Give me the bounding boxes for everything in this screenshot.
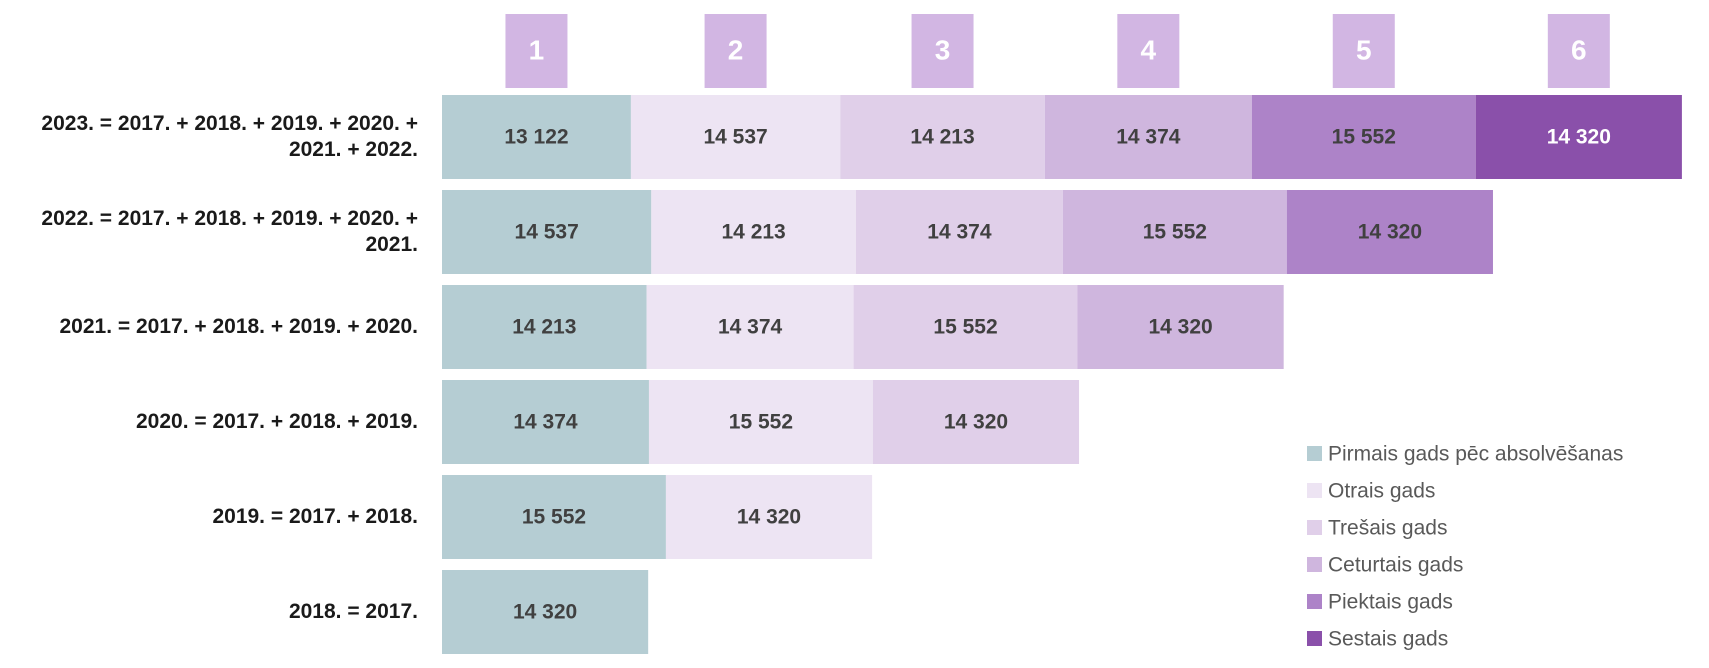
- bar-segment: [1044, 95, 1252, 179]
- category-label: 2020. = 2017. + 2018. + 2019.: [135, 410, 418, 433]
- bar-segment: [1077, 285, 1284, 369]
- bar-segment: [442, 570, 649, 654]
- legend-label: Otrais gads: [1328, 480, 1435, 503]
- data-label: 14 374: [513, 411, 578, 434]
- bar-segment: [665, 475, 873, 559]
- bar-segment: [442, 95, 631, 179]
- legend-swatch: [1307, 520, 1322, 535]
- data-label: 14 320: [1148, 316, 1212, 339]
- bar-segment: [1475, 95, 1682, 179]
- bar-segment: [648, 380, 873, 464]
- bar-segment: [442, 190, 652, 274]
- bar-segment: [442, 285, 647, 369]
- column-label-box: [505, 14, 568, 88]
- bar-segment: [840, 95, 1045, 179]
- data-label: 14 320: [1358, 221, 1422, 244]
- data-label: 14 374: [927, 221, 992, 244]
- bar-segment: [442, 380, 649, 464]
- legend-swatch: [1307, 631, 1322, 646]
- bar-segment: [646, 285, 854, 369]
- bar-segment: [855, 190, 1063, 274]
- column-label: 3: [935, 34, 951, 65]
- bar-segment: [1251, 95, 1476, 179]
- data-label: 15 552: [1332, 126, 1396, 149]
- column-label: 5: [1356, 34, 1372, 65]
- column-label-box: [704, 14, 767, 88]
- bar-segment: [1286, 190, 1493, 274]
- bar-segment: [442, 475, 666, 559]
- legend-label: Pirmais gads pēc absolvēšanas: [1328, 443, 1623, 466]
- bar-segment: [651, 190, 856, 274]
- bar-segment: [853, 285, 1078, 369]
- data-label: 14 320: [944, 411, 1008, 434]
- legend-swatch: [1307, 446, 1322, 461]
- column-label-box: [911, 14, 974, 88]
- legend-label: Sestais gads: [1328, 628, 1448, 651]
- column-label: 4: [1141, 34, 1157, 65]
- column-label: 1: [529, 34, 545, 65]
- column-label: 2: [728, 34, 744, 65]
- column-label-box: [1547, 14, 1610, 88]
- data-label: 14 374: [718, 316, 783, 339]
- data-label: 14 374: [1116, 126, 1181, 149]
- legend-label: Trešais gads: [1328, 517, 1447, 540]
- column-label-box: [1117, 14, 1180, 88]
- data-label: 13 122: [504, 126, 568, 149]
- legend-swatch: [1307, 557, 1322, 572]
- bar-segment: [1062, 190, 1287, 274]
- data-label: 15 552: [729, 411, 793, 434]
- data-label: 14 320: [513, 601, 577, 624]
- data-label: 14 320: [737, 506, 801, 529]
- legend-swatch: [1307, 594, 1322, 609]
- legend-swatch: [1307, 483, 1322, 498]
- data-label: 14 213: [910, 126, 974, 149]
- category-label: 2018. = 2017.: [288, 600, 418, 623]
- data-label: 14 320: [1547, 126, 1611, 149]
- legend-label: Ceturtais gads: [1328, 554, 1463, 577]
- bar-segment: [872, 380, 1080, 464]
- data-label: 14 213: [722, 221, 786, 244]
- column-label: 6: [1571, 34, 1587, 65]
- data-label: 15 552: [933, 316, 997, 339]
- category-label: 2021. = 2017. + 2018. + 2019. + 2020.: [59, 315, 419, 338]
- column-label-box: [1332, 14, 1395, 88]
- category-label: 2022. = 2017. + 2018. + 2019. + 2020. + …: [41, 207, 418, 256]
- bar-segment: [630, 95, 841, 179]
- data-label: 14 537: [703, 126, 767, 149]
- data-label: 15 552: [1143, 221, 1207, 244]
- category-label: 2019. = 2017. + 2018.: [212, 505, 418, 528]
- data-label: 14 537: [515, 221, 579, 244]
- legend-label: Piektais gads: [1328, 591, 1453, 614]
- category-label: 2023. = 2017. + 2018. + 2019. + 2020. + …: [41, 112, 418, 161]
- data-label: 15 552: [522, 506, 586, 529]
- data-label: 14 213: [512, 316, 576, 339]
